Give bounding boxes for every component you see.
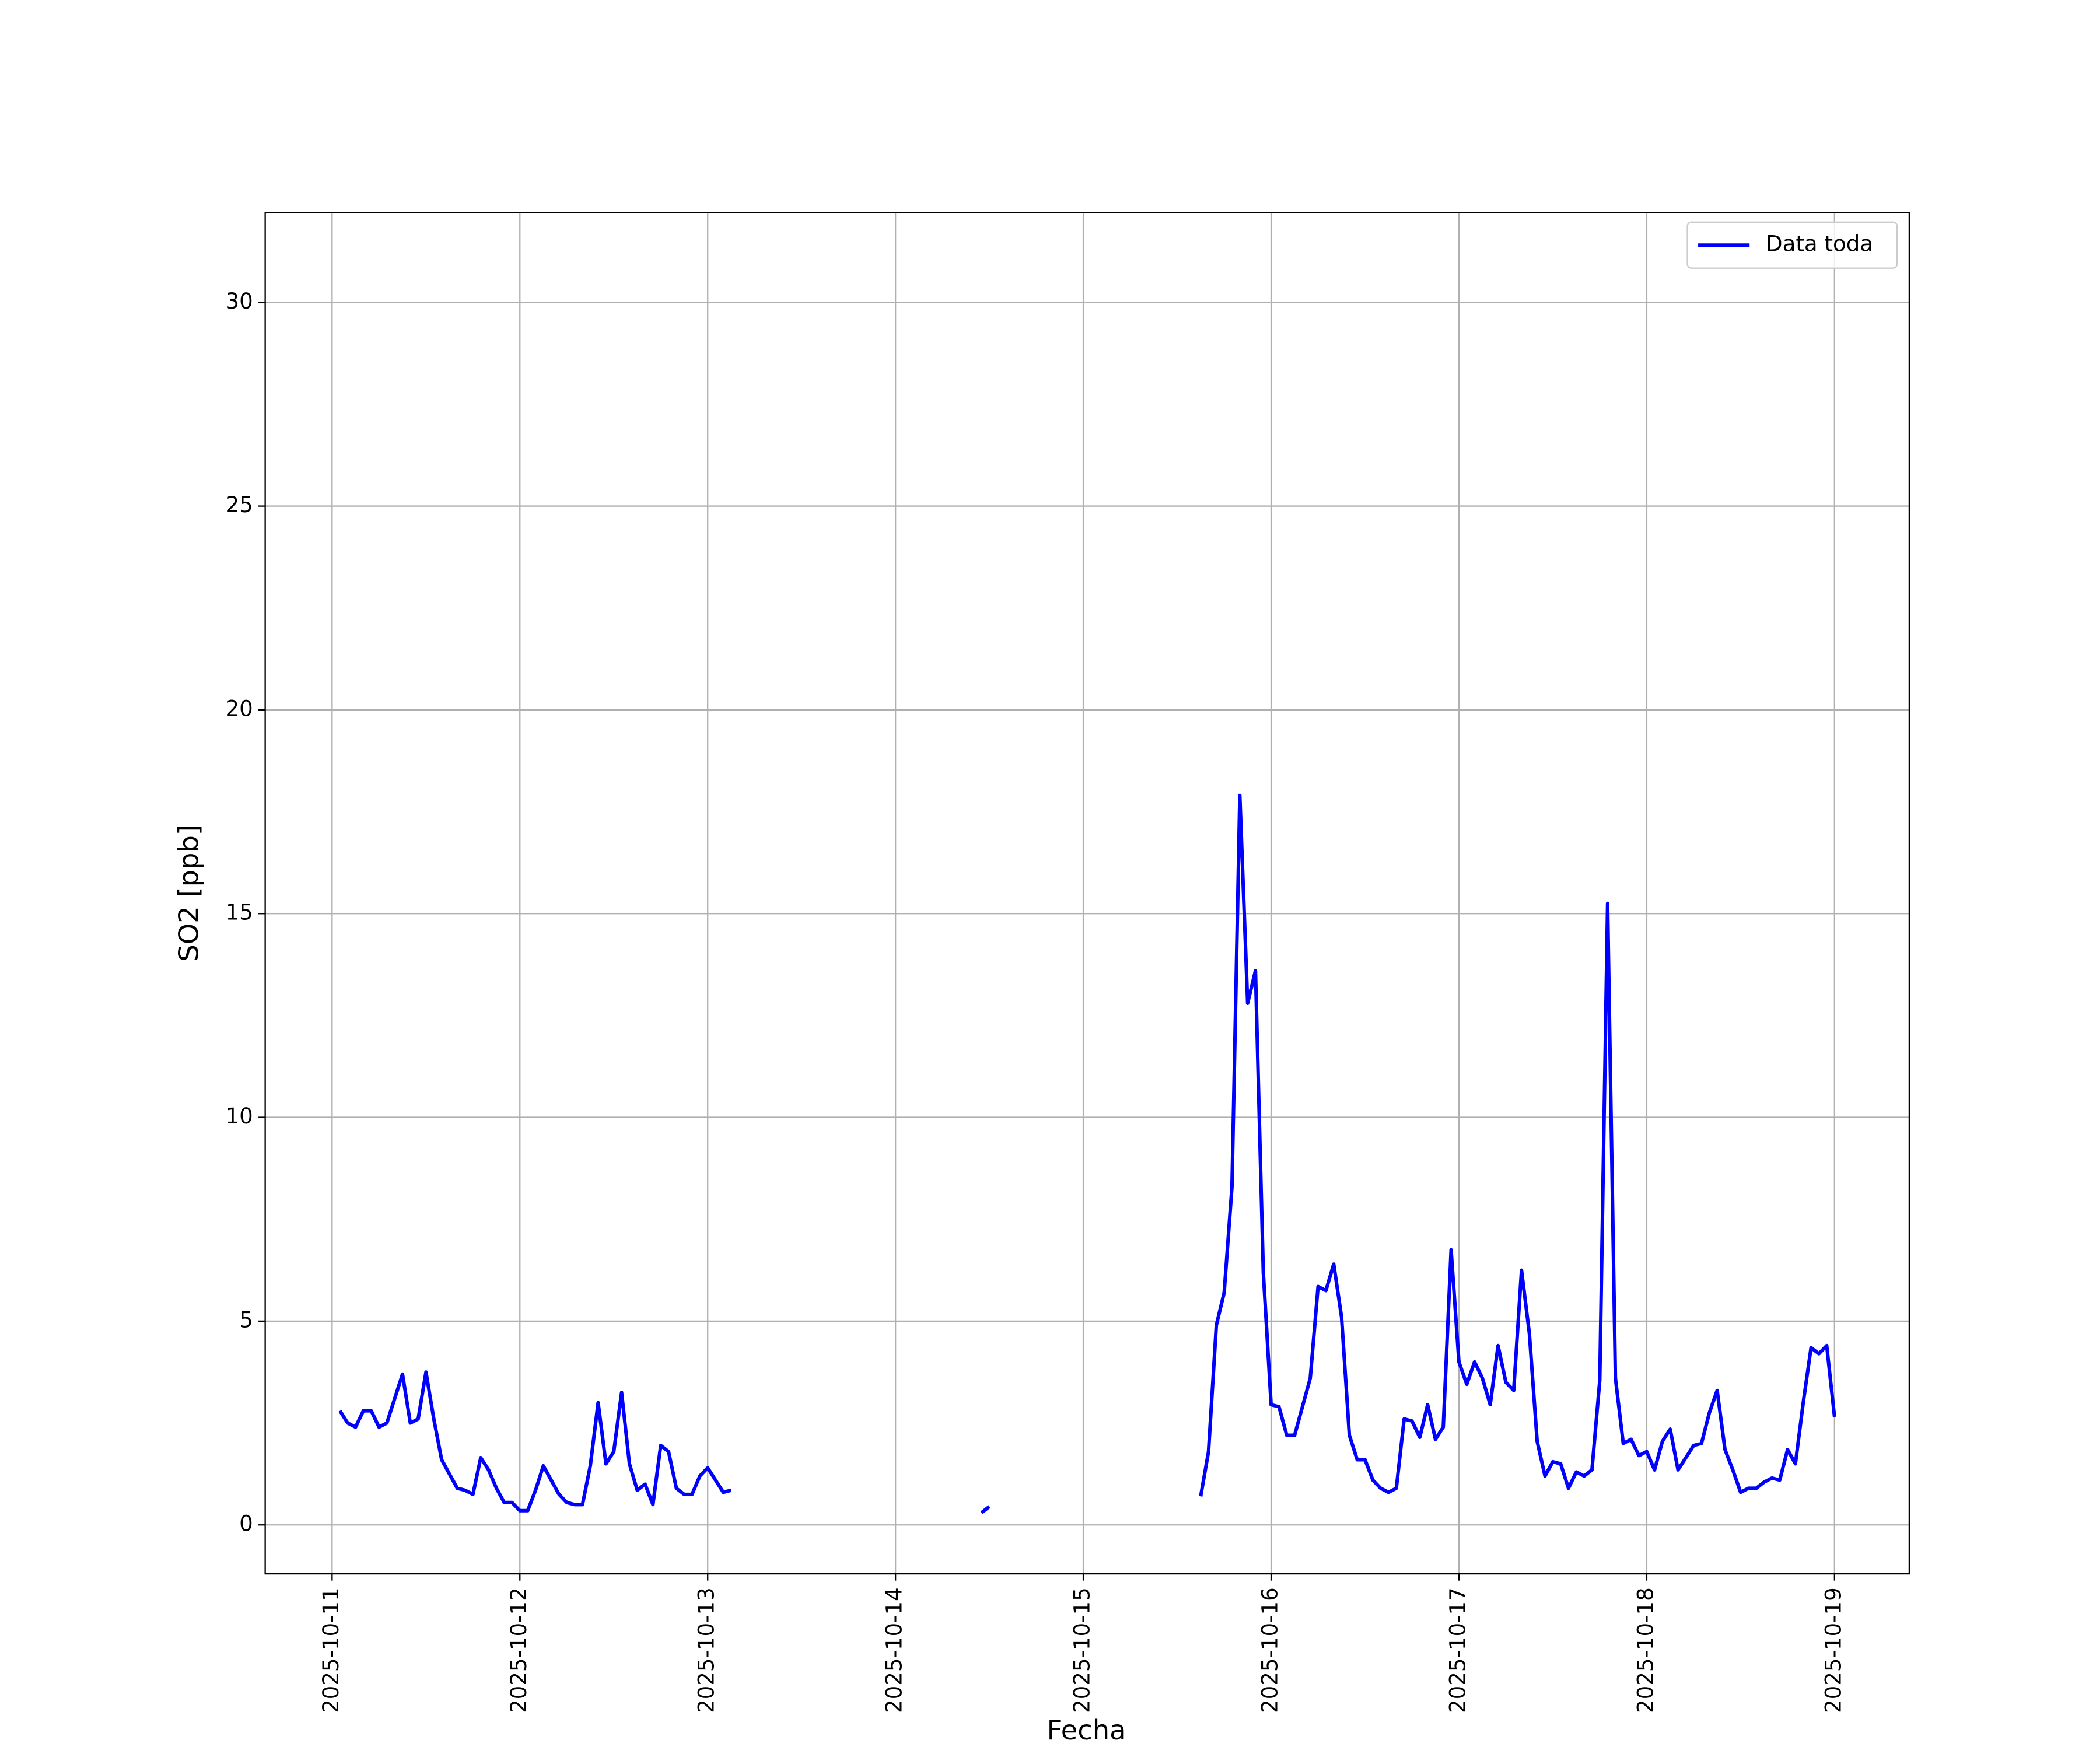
data-line — [338, 793, 1836, 1514]
x-tick-label: 2025-10-11 — [318, 1587, 344, 1713]
x-tick-label: 2025-10-14 — [882, 1587, 907, 1713]
y-tick-label: 30 — [226, 289, 253, 314]
x-tick-label: 2025-10-16 — [1258, 1587, 1283, 1713]
y-tick-label: 20 — [226, 696, 253, 721]
legend-box — [1686, 221, 1898, 269]
axes-frame — [264, 212, 1910, 1575]
y-tick-label: 25 — [226, 492, 253, 517]
x-axis-label: Fecha — [1047, 1714, 1126, 1746]
plot-area — [265, 212, 1909, 1574]
x-tick-label: 2025-10-13 — [694, 1587, 719, 1713]
x-tick-label: 2025-10-17 — [1445, 1587, 1470, 1713]
y-tick-label: 15 — [226, 900, 253, 925]
y-tick-label: 5 — [239, 1307, 253, 1332]
y-tick-label: 10 — [226, 1104, 253, 1129]
x-tick-label: 2025-10-12 — [506, 1587, 531, 1713]
x-tick-label: 2025-10-19 — [1821, 1587, 1846, 1713]
y-axis-label: SO2 [ppb] — [173, 825, 205, 962]
x-tick-label: 2025-10-15 — [1070, 1587, 1095, 1713]
x-tick-label: 2025-10-18 — [1633, 1587, 1658, 1713]
legend-label: Data toda — [1766, 232, 1873, 257]
y-tick-label: 0 — [239, 1511, 253, 1536]
